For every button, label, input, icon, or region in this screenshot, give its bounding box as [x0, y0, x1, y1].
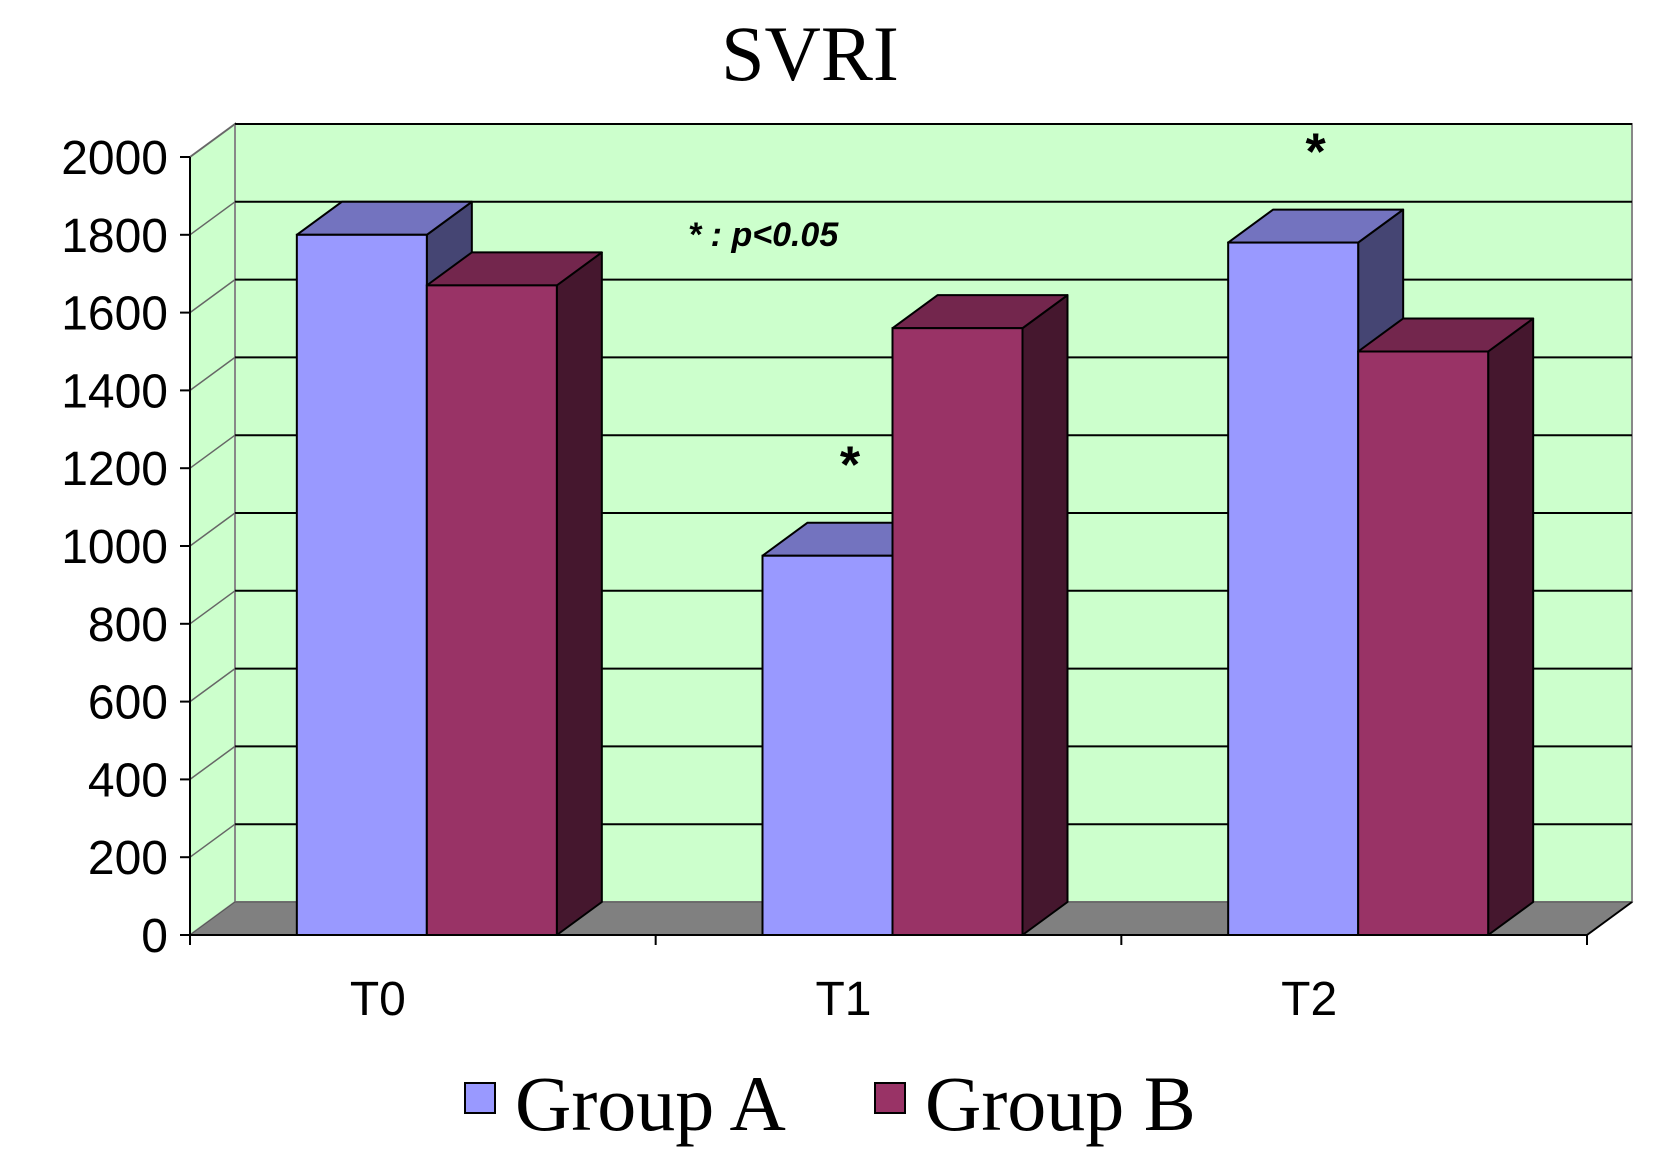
y-tick-label: 1000 — [61, 521, 168, 574]
legend-swatch-group-a — [464, 1082, 496, 1114]
bar-t1-group-a — [761, 554, 894, 936]
y-tick-label: 0 — [141, 910, 168, 963]
y-tick-label: 800 — [88, 599, 168, 652]
legend: Group A Group B — [464, 1060, 1196, 1147]
gridline-side — [189, 512, 236, 547]
x-axis-depth-edge — [1586, 901, 1633, 936]
y-tick-label: 1200 — [61, 443, 168, 496]
gridline-side — [189, 123, 236, 158]
y-tick-label: 200 — [88, 832, 168, 885]
gridline-side — [189, 356, 236, 392]
axes: 0 200 400 600 800 1000 1200 1400 1600 1800 2000 T0 T… — [61, 132, 1633, 1026]
legend-swatch-group-b — [874, 1082, 906, 1114]
y-tick-label: 1400 — [61, 365, 168, 418]
annotations: * : p<0.05 * * — [688, 124, 1327, 495]
bar-t0-group-a — [295, 233, 428, 937]
x-tick-label: T2 — [1281, 973, 1337, 1026]
bar-t0-group-b — [425, 284, 558, 936]
gridline-side — [189, 667, 236, 703]
bars — [295, 200, 1535, 937]
y-tick-label: 400 — [88, 754, 168, 807]
bar-t2-group-a — [1227, 241, 1360, 936]
significance-star: * — [1306, 124, 1327, 182]
gridline-side — [189, 278, 236, 314]
gridline-side — [189, 201, 236, 236]
bar-side-t2-group-b — [1487, 317, 1535, 936]
y-tick-label: 2000 — [61, 132, 168, 185]
gridline-side — [189, 745, 236, 781]
legend-label-group-b: Group B — [925, 1060, 1196, 1147]
gridline-side — [189, 823, 236, 858]
gridline-side — [189, 434, 236, 469]
significance-star: * — [840, 437, 861, 495]
bar-side-t1-group-b — [1021, 294, 1069, 936]
y-tick-label: 1600 — [61, 288, 168, 341]
significance-note: * : p<0.05 — [688, 216, 839, 254]
bar-t2-group-b — [1357, 350, 1490, 936]
legend-label-group-a: Group A — [515, 1060, 786, 1147]
chart-title: SVRI — [721, 10, 899, 97]
y-tick-label: 600 — [88, 677, 168, 730]
bar-side-t0-group-b — [555, 251, 603, 936]
gridline-side — [189, 590, 236, 625]
bar-t1-group-b — [891, 327, 1024, 937]
x-tick-label: T0 — [350, 973, 406, 1026]
y-tick-label: 1800 — [61, 210, 168, 263]
x-tick-label: T1 — [815, 973, 871, 1026]
